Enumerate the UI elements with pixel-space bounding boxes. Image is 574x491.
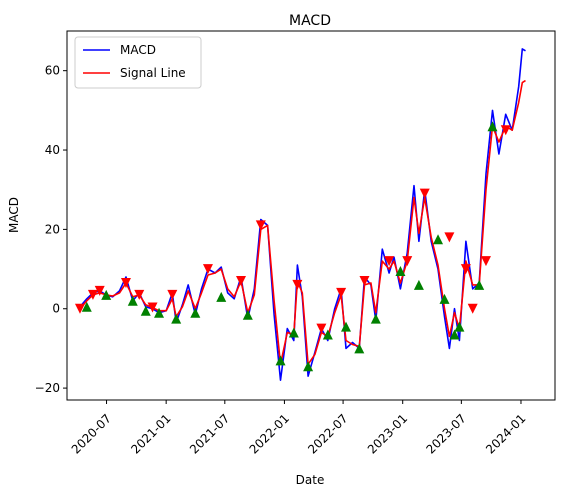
buy-signal-marker xyxy=(190,307,201,318)
sell-signal-marker xyxy=(480,256,491,267)
buy-signal-marker xyxy=(288,327,299,338)
sell-signal-marker xyxy=(147,302,158,313)
buy-signal-marker xyxy=(474,279,485,290)
chart-title: MACD xyxy=(289,13,331,29)
sell-signal-marker xyxy=(359,275,370,286)
sell-signal-marker xyxy=(467,303,478,314)
sell-signal-marker xyxy=(94,285,105,296)
legend-signal-label: Signal Line xyxy=(120,66,186,80)
buy-signal-marker xyxy=(242,309,253,320)
sell-signal-marker xyxy=(444,232,455,243)
sell-signal-marker xyxy=(316,323,327,334)
sell-signal-marker xyxy=(202,264,213,275)
y-tick-label: −20 xyxy=(35,381,60,395)
y-tick-label: 40 xyxy=(45,143,60,157)
plot-area xyxy=(66,30,556,401)
buy-signal-marker xyxy=(413,279,424,290)
sell-signal-marker xyxy=(120,277,131,288)
sell-signal-marker xyxy=(87,289,98,300)
buy-signal-marker xyxy=(487,121,498,132)
buy-signal-marker xyxy=(171,313,182,324)
buy-signal-marker xyxy=(322,329,333,340)
y-axis-label: MACD xyxy=(7,197,21,233)
sell-signal-marker xyxy=(336,287,347,298)
legend: MACD Signal Line xyxy=(74,36,202,89)
buy-signal-marker xyxy=(439,293,450,304)
sell-signal-marker xyxy=(134,289,145,300)
buy-signal-marker xyxy=(140,305,151,316)
sell-signal-marker xyxy=(402,256,413,267)
buy-signal-marker xyxy=(275,355,286,366)
sell-signal-marker xyxy=(384,256,395,267)
sell-signal-marker xyxy=(460,264,471,275)
buy-signal-marker xyxy=(449,329,460,340)
buy-signal-marker xyxy=(101,289,112,300)
sell-signal-marker xyxy=(419,188,430,199)
buy-signal-marker xyxy=(370,313,381,324)
x-axis-label: Date xyxy=(296,473,325,487)
buy-signal-marker xyxy=(454,321,465,332)
legend-macd-label: MACD xyxy=(120,43,156,57)
buy-signal-marker xyxy=(127,295,138,306)
sell-signal-marker xyxy=(167,289,178,300)
plot-frame xyxy=(66,30,556,401)
sell-signal-marker xyxy=(255,220,266,231)
sell-signal-marker xyxy=(236,275,247,286)
buy-signal-marker xyxy=(216,291,227,302)
buy-signal-marker xyxy=(354,343,365,354)
sell-signal-marker xyxy=(74,303,85,314)
y-tick-label: 60 xyxy=(45,64,60,78)
marker-layer xyxy=(74,121,511,372)
buy-signal-marker xyxy=(303,361,314,372)
buy-signal-marker xyxy=(154,307,165,318)
sell-signal-marker xyxy=(292,279,303,290)
buy-signal-marker xyxy=(433,234,444,245)
y-tick-label: 0 xyxy=(52,302,60,316)
buy-signal-marker xyxy=(340,321,351,332)
y-tick-label: 20 xyxy=(45,222,60,236)
buy-signal-marker xyxy=(81,301,92,312)
y-axis: −20 0 20 40 60 xyxy=(35,64,67,395)
sell-signal-marker xyxy=(500,125,511,136)
buy-signal-marker xyxy=(395,266,406,277)
